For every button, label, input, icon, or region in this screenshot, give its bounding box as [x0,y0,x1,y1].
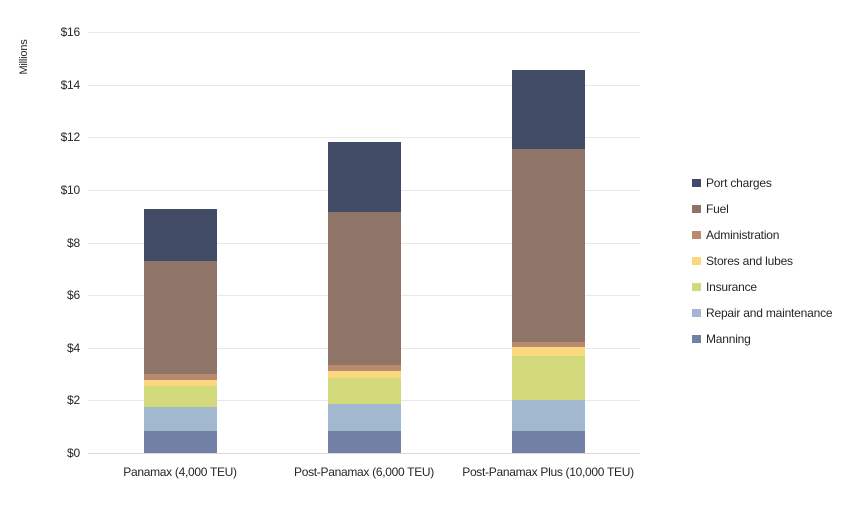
gridline [88,84,640,86]
bar-slot [88,32,272,453]
y-tick-label: $12 [60,130,81,145]
legend-label: Administration [706,228,780,242]
legend-swatch-icon [692,231,701,239]
legend-swatch-icon [692,205,701,213]
bar-segment [511,148,585,343]
legend-label: Fuel [706,202,729,216]
legend-item: Insurance [692,274,832,300]
legend-swatch-icon [692,257,701,265]
legend-item: Administration [692,222,832,248]
y-tick-label: $6 [67,288,80,303]
legend-label: Manning [706,332,751,346]
bar-segment [143,374,217,381]
legend-label: Stores and lubes [706,254,793,268]
bar-segment [327,430,401,453]
bar-segment [511,347,585,356]
y-tick-label: $8 [67,235,80,250]
legend-item: Manning [692,326,832,352]
legend-item: Fuel [692,196,832,222]
legend-swatch-icon [692,309,701,317]
y-tick-label: $0 [67,446,80,460]
bar-segment [143,406,217,431]
bar-segment [143,261,217,375]
legend-swatch-icon [692,335,701,343]
legend-label: Port charges [706,176,772,190]
plot-area [88,32,640,454]
legend-label: Repair and maintenance [706,306,833,320]
stacked-bar-1 [143,208,217,453]
x-axis-label: Post-Panamax Plus (10,000 TEU) [462,465,634,479]
stacked-bar-2 [327,142,401,453]
bar-segment [511,69,585,149]
legend-item: Repair and maintenance [692,300,833,326]
x-axis: Panamax (4,000 TEU) Post-Panamax (6,000 T… [88,465,640,479]
bar-segment [143,385,217,407]
legend-swatch-icon [692,283,701,291]
bar-segment [327,212,401,365]
bar-segment [327,364,401,372]
bar-segment [511,400,585,431]
bar-slot [456,32,640,453]
legend-item: Port charges [692,170,832,196]
gridline [88,137,640,139]
bar-segment [511,342,585,348]
legend: Port charges Fuel Administration Stores and… [692,170,833,352]
bar-segment [143,430,217,453]
bar-slot [272,32,456,453]
x-axis-label: Panamax (4,000 TEU) [123,465,237,479]
gridline [88,32,640,33]
y-tick-label: $2 [67,393,80,408]
x-axis-label: Post-Panamax (6,000 TEU) [294,465,434,479]
bar-segment [327,142,401,212]
y-tick-label: $10 [60,182,81,197]
y-tick-label: $4 [67,340,80,355]
y-tick-label: $16 [60,25,81,39]
y-tick-label: $14 [60,77,81,92]
legend-item: Stores and lubes [692,248,832,274]
bar-segment [511,430,585,453]
stacked-bar-3 [511,69,585,453]
bar-segment [327,404,401,431]
bar-segment [327,378,401,405]
bar-segment [143,208,217,262]
bar-segment [327,371,401,379]
gridline [88,453,640,454]
bar-segment [511,355,585,401]
bar-segment [143,380,217,386]
legend-swatch-icon [692,179,701,187]
legend-label: Insurance [706,280,757,294]
y-axis: $0 $2 $4 $6 $8 $10 $12 $14 $16 [0,0,81,518]
